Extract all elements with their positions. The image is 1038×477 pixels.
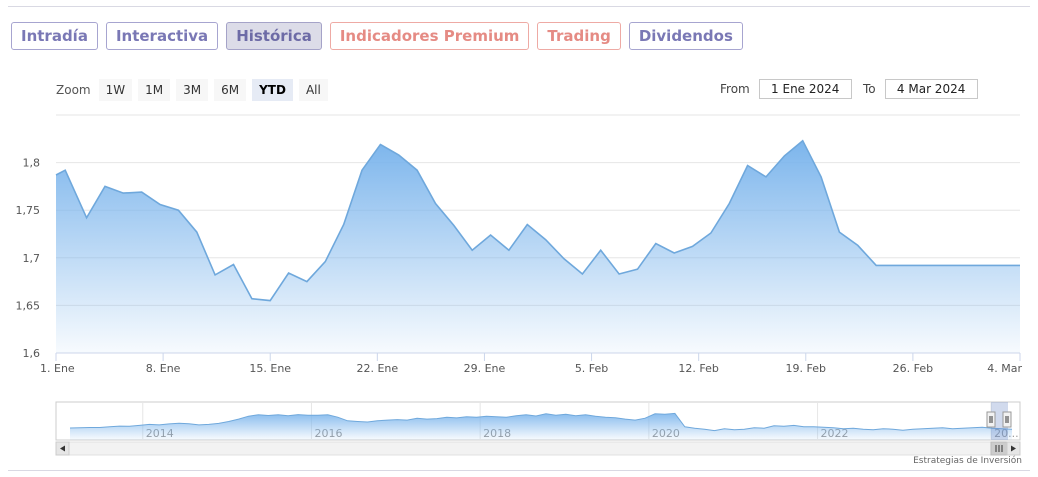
tab-historica[interactable]: Histórica (226, 22, 322, 50)
zoom-label: Zoom (56, 83, 91, 97)
y-tick-label: 1,7 (23, 252, 41, 265)
navigator-area (70, 413, 1012, 440)
price-area (56, 140, 1020, 353)
credit-text: Estrategias de Inversión (913, 456, 1022, 466)
zoom-1w-button[interactable]: 1W (98, 79, 133, 101)
navigator-handle[interactable] (1002, 411, 1012, 428)
tab-indicadores-premium[interactable]: Indicadores Premium (329, 22, 530, 50)
arrow-right-icon (1011, 445, 1016, 452)
to-label: To (863, 82, 876, 96)
scrollbar-track[interactable] (55, 441, 1021, 456)
x-tick-label: 15. Ene (249, 362, 291, 375)
x-tick-label: 1. Ene (40, 362, 75, 375)
x-tick-label: 4. Mar (987, 362, 1022, 375)
x-tick-label: 26. Feb (893, 362, 933, 375)
zoom-selector: Zoom 1W 1M 3M 6M YTD All (56, 79, 334, 101)
range-from: From 1 Ene 2024 (720, 79, 852, 99)
y-tick-label: 1,75 (16, 204, 41, 217)
top-divider (8, 6, 1030, 7)
price-line (55, 139, 1020, 302)
tab-intradia[interactable]: Intradía (11, 22, 98, 50)
range-to: To 4 Mar 2024 (863, 79, 978, 99)
x-tick-label: 22. Ene (356, 362, 398, 375)
navigator-handle[interactable] (986, 411, 996, 428)
x-tick-label: 12. Feb (678, 362, 718, 375)
zoom-all-button[interactable]: All (298, 79, 328, 101)
handle-body (986, 411, 996, 428)
zoom-6m-button[interactable]: 6M (214, 79, 247, 101)
y-tick-label: 1,6 (23, 347, 41, 360)
handle-body (1002, 411, 1012, 428)
navigator-line (69, 412, 1013, 432)
x-tick-label: 8. Ene (146, 362, 181, 375)
bottom-divider (8, 470, 1030, 471)
from-date-input[interactable]: 1 Ene 2024 (758, 79, 852, 99)
arrow-left-icon (60, 445, 65, 452)
zoom-3m-button[interactable]: 3M (176, 79, 209, 101)
zoom-ytd-button[interactable]: YTD (252, 79, 293, 101)
from-label: From (720, 82, 750, 96)
to-date-input[interactable]: 4 Mar 2024 (884, 79, 978, 99)
y-tick-label: 1,65 (16, 299, 41, 312)
x-tick-label: 19. Feb (786, 362, 826, 375)
tab-trading[interactable]: Trading (537, 22, 621, 50)
y-tick-label: 1,8 (23, 157, 41, 170)
tab-interactiva[interactable]: Interactiva (105, 22, 219, 50)
x-tick-label: 5. Feb (575, 362, 608, 375)
tab-dividendos[interactable]: Dividendos (628, 22, 743, 50)
zoom-1m-button[interactable]: 1M (138, 79, 171, 101)
chart-tabs: Intradía Interactiva Histórica Indicador… (11, 22, 743, 50)
x-tick-label: 29. Ene (464, 362, 506, 375)
